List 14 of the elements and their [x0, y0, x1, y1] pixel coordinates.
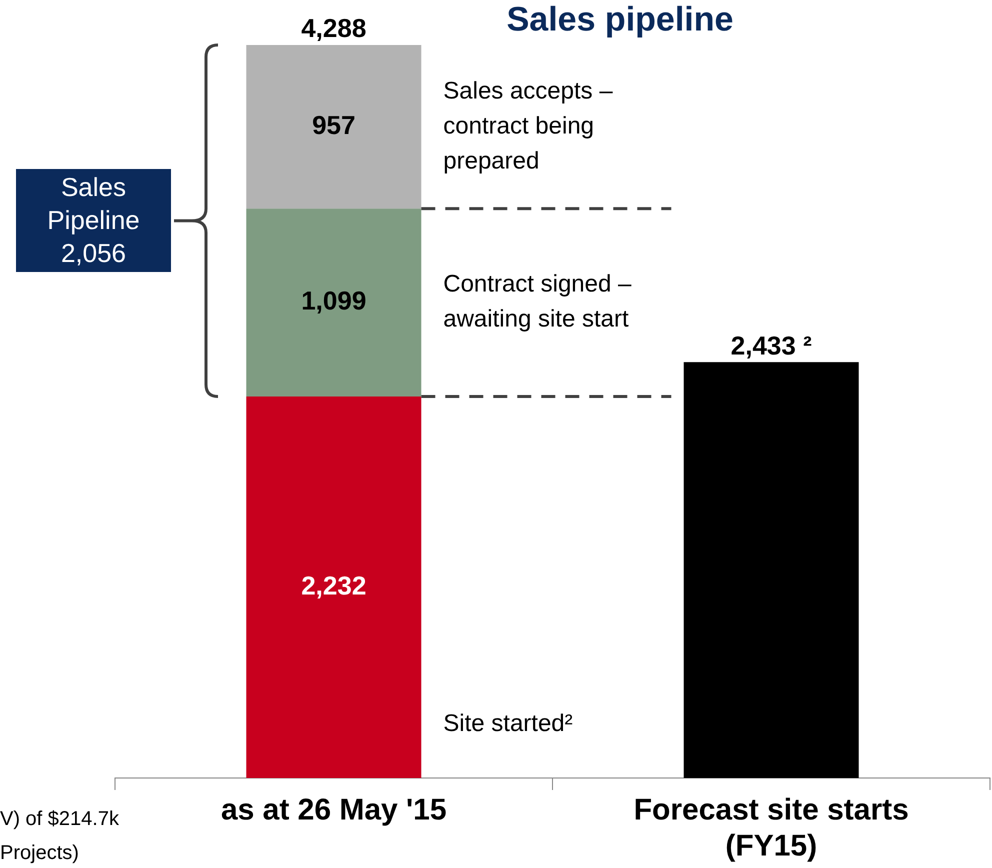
- data-label: 1,099: [301, 286, 366, 316]
- text: V) of $214.7k: [0, 808, 119, 831]
- series-label: Site started²: [443, 710, 573, 738]
- series-label: Sales accepts – contract being prepared: [443, 77, 614, 174]
- chart-title: Sales pipeline: [506, 0, 734, 38]
- x-tick-label: as at 26 May '15: [220, 793, 447, 826]
- total-label: 4,288: [301, 13, 366, 44]
- data-label: 2,232: [301, 570, 366, 600]
- series-label: Contract signed – awaiting site start: [443, 270, 632, 333]
- x-tick-label: Forecast site starts (FY15): [634, 793, 909, 862]
- text: Projects): [0, 842, 79, 865]
- total-label: 2,433 ²: [730, 330, 812, 360]
- data-label: 957: [312, 110, 356, 140]
- annotation: Sales Pipeline 2,056: [16, 169, 171, 272]
